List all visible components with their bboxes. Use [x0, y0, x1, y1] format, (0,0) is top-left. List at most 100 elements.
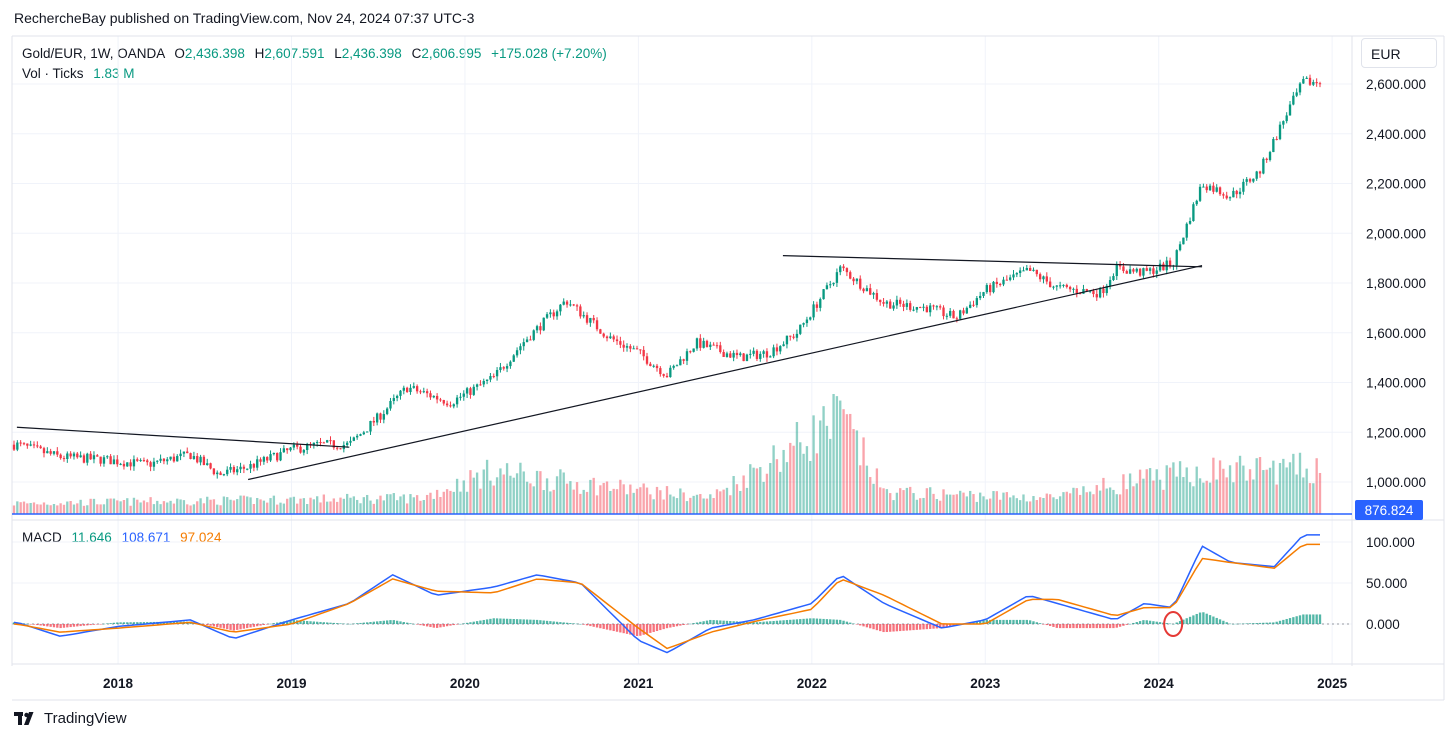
volume-bar — [142, 500, 146, 514]
volume-bar — [625, 494, 629, 514]
volume-bar — [236, 499, 239, 514]
volume-bar — [316, 496, 319, 514]
volume-bar — [119, 501, 122, 514]
volume-bar — [292, 496, 296, 514]
macd-histogram-bar — [795, 619, 799, 624]
symbol-label[interactable]: Gold/EUR, 1W, OANDA — [22, 46, 165, 61]
macd-histogram-bar — [532, 619, 535, 624]
volume-bar — [539, 471, 542, 514]
volume-bar — [259, 499, 262, 514]
macd-histogram-bar — [535, 619, 539, 624]
volume-bar — [512, 477, 515, 514]
candle-body — [1205, 186, 1208, 191]
macd-histogram-bar — [572, 623, 575, 624]
volume-bar — [809, 460, 812, 514]
volume-bar — [362, 497, 365, 514]
tradingview-logo-icon — [14, 711, 34, 725]
candle-body — [96, 455, 99, 457]
y-tick-label: 2,600.000 — [1366, 77, 1426, 92]
volume-bar — [1025, 501, 1028, 514]
macd-histogram-bar — [1135, 622, 1138, 624]
macd-histogram-bar — [679, 624, 682, 626]
volume-bar — [122, 500, 126, 514]
candle-body — [152, 461, 156, 467]
candle-body — [785, 335, 789, 345]
candle-body — [835, 272, 839, 283]
volume-bar — [835, 396, 839, 514]
macd-histogram-bar — [629, 624, 632, 635]
volume-label[interactable]: Vol · Ticks — [22, 66, 84, 81]
macd-histogram-bar — [422, 624, 425, 626]
volume-bar — [382, 500, 385, 514]
x-tick-label: 2018 — [103, 676, 134, 691]
macd-histogram-bar — [492, 618, 495, 624]
volume-bar — [775, 459, 779, 514]
macd-histogram-bar — [1265, 622, 1268, 624]
macd-histogram-bar — [1315, 614, 1318, 624]
volume-bar — [555, 476, 559, 514]
volume-bar — [1128, 473, 1132, 514]
volume-bar — [755, 468, 759, 514]
candle-body — [1202, 186, 1205, 188]
volume-bar — [435, 489, 439, 514]
candle-body — [998, 284, 1002, 286]
macd-histogram-bar — [122, 622, 126, 624]
macd-histogram-bar — [635, 624, 639, 637]
macd-histogram-bar — [1245, 623, 1248, 624]
volume-bar — [869, 477, 872, 514]
grid — [12, 36, 1352, 664]
candle-body — [1055, 285, 1058, 287]
volume-bar — [276, 504, 279, 514]
volume-bar — [395, 500, 399, 514]
candle-body — [519, 346, 522, 351]
candle-body — [819, 299, 822, 308]
macd-label[interactable]: MACD — [22, 530, 62, 545]
macd-histogram-bar — [1232, 623, 1235, 625]
volume-bar — [1102, 477, 1105, 514]
volume-bar — [772, 445, 775, 514]
volume-bar — [266, 502, 269, 514]
candle-body — [592, 317, 595, 321]
tradingview-logo[interactable]: TradingView — [14, 710, 127, 727]
x-tick-label: 2019 — [276, 676, 306, 691]
volume-bar — [822, 406, 825, 514]
volume-bar — [22, 501, 26, 514]
macd-histogram-bar — [1185, 618, 1188, 624]
candle-body — [1208, 185, 1212, 191]
volume-bar — [972, 494, 975, 514]
macd-histogram-bar — [1028, 620, 1032, 624]
candle-body — [675, 365, 679, 367]
macd-histogram-bar — [975, 621, 979, 624]
macd-histogram-bar — [405, 622, 409, 624]
volume-bar — [1085, 492, 1088, 514]
macd-histogram-bar — [399, 621, 402, 624]
candle-body — [959, 310, 962, 319]
macd-histogram-bar — [352, 623, 355, 625]
volume-bar — [582, 489, 585, 514]
candle-body — [475, 384, 479, 387]
macd-histogram-bar — [1082, 624, 1085, 629]
volume-bar — [1145, 469, 1148, 514]
volume-bar — [49, 505, 52, 514]
macd-histogram-bar — [839, 619, 842, 624]
macd-histogram-bar — [1068, 624, 1072, 629]
volume-bar — [252, 503, 256, 514]
volume-bar — [79, 499, 82, 514]
candle-body — [939, 306, 942, 308]
volume-bar — [429, 492, 432, 514]
candle-body — [429, 393, 432, 398]
volume-bar — [1115, 494, 1118, 514]
macd-histogram-bar — [992, 619, 995, 624]
currency-button[interactable]: EUR — [1361, 38, 1437, 68]
candle-body — [206, 463, 209, 466]
trendline — [16, 426, 350, 448]
candle-body — [902, 303, 905, 307]
candle-body — [862, 288, 865, 292]
candle-body — [642, 349, 645, 357]
candle-body — [695, 338, 699, 349]
macd-histogram-bar — [316, 621, 319, 624]
macd-histogram-bar — [769, 621, 772, 624]
candle-body — [222, 474, 226, 476]
volume-bar — [129, 505, 132, 514]
